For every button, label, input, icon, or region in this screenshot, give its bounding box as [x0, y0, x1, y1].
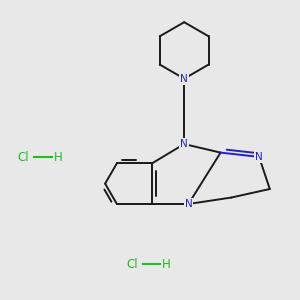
Text: H: H — [53, 151, 62, 164]
Text: Cl: Cl — [18, 151, 29, 164]
Text: N: N — [255, 152, 263, 162]
Text: N: N — [180, 139, 188, 149]
Text: N: N — [180, 74, 188, 84]
Text: H: H — [162, 258, 171, 271]
Text: N: N — [184, 199, 192, 209]
Text: Cl: Cl — [126, 258, 138, 271]
